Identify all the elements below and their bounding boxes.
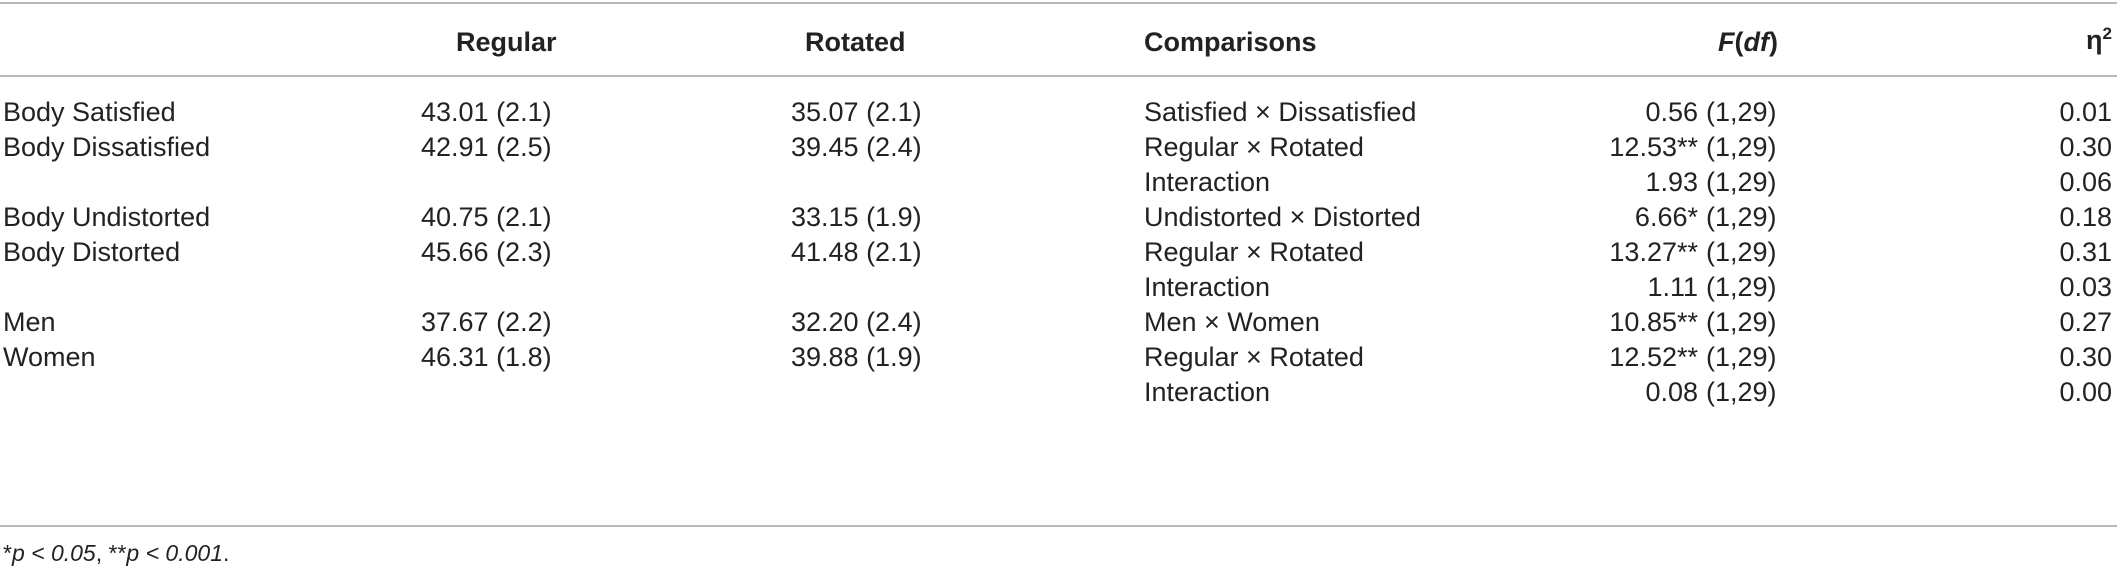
regular-value: 46.31 (1.8) (421, 342, 552, 372)
comparison-label: Regular × Rotated (1144, 237, 1364, 267)
eta-value: 0.27 (2059, 307, 2112, 337)
df-value: (1,29) (1706, 272, 1777, 302)
significance-stars: ** (1676, 342, 1698, 372)
comparison-label: Interaction (1144, 272, 1271, 302)
f-value: 1.11 (1560, 271, 1698, 303)
eta-value: 0.31 (2059, 237, 2112, 267)
df-value: (1,29) (1706, 237, 1777, 267)
footnote-p2: p < 0.001 (126, 540, 223, 566)
f-value: 1.93 (1560, 166, 1698, 198)
header-regular: Regular (456, 27, 557, 57)
comparison-label: Regular × Rotated (1144, 342, 1364, 372)
significance-stars: * (1687, 202, 1698, 232)
row-label: Body Distorted (3, 237, 181, 267)
comparison-label: Men × Women (1144, 307, 1320, 337)
footnote-sep: , (95, 540, 109, 566)
footnote-p1: p < 0.05 (11, 540, 96, 566)
table-top-rule (0, 2, 2117, 4)
row-label: Body Dissatisfied (3, 132, 211, 162)
header-rotated: Rotated (805, 27, 906, 57)
f-number: 6.66 (1634, 202, 1688, 232)
f-value: 0.08 (1560, 376, 1698, 408)
rotated-value: 39.88 (1.9) (791, 342, 922, 372)
rotated-value: 33.15 (1.9) (791, 202, 922, 232)
df-value: (1,29) (1706, 202, 1777, 232)
regular-value: 43.01 (2.1) (421, 97, 552, 127)
significance-stars: ** (1676, 132, 1698, 162)
f-value: 10.85** (1560, 306, 1698, 338)
eta-value: 0.30 (2059, 132, 2112, 162)
rotated-value: 39.45 (2.4) (791, 132, 922, 162)
header-f-df: F(df) (1718, 27, 1778, 57)
f-number: 10.85 (1609, 307, 1677, 337)
eta-value: 0.06 (2059, 167, 2112, 197)
df-value: (1,29) (1706, 307, 1777, 337)
regular-value: 40.75 (2.1) (421, 202, 552, 232)
significance-stars: ** (1676, 237, 1698, 267)
f-value: 13.27** (1560, 236, 1698, 268)
header-comparisons: Comparisons (1144, 27, 1317, 57)
row-label: Women (3, 342, 96, 372)
f-number: 12.52 (1609, 342, 1677, 372)
comparison-label: Interaction (1144, 167, 1271, 197)
footnote-end: . (222, 540, 230, 566)
f-value: 12.52** (1560, 341, 1698, 373)
header-eta-symbol: η (2086, 25, 2103, 55)
eta-value: 0.18 (2059, 202, 2112, 232)
significance-stars: ** (1676, 307, 1698, 337)
rotated-value: 32.20 (2.4) (791, 307, 922, 337)
comparison-label: Undistorted × Distorted (1144, 202, 1421, 232)
comparison-label: Interaction (1144, 377, 1271, 407)
row-label: Body Satisfied (3, 97, 176, 127)
df-value: (1,29) (1706, 377, 1777, 407)
eta-value: 0.01 (2059, 97, 2112, 127)
regular-value: 45.66 (2.3) (421, 237, 552, 267)
rotated-value: 35.07 (2.1) (791, 97, 922, 127)
header-bottom-rule (0, 75, 2117, 77)
df-value: (1,29) (1706, 167, 1777, 197)
f-number: 0.56 (1645, 97, 1698, 127)
eta-value: 0.30 (2059, 342, 2112, 372)
eta-value: 0.00 (2059, 377, 2112, 407)
f-number: 1.93 (1645, 167, 1698, 197)
df-value: (1,29) (1706, 132, 1777, 162)
regular-value: 42.91 (2.5) (421, 132, 552, 162)
f-number: 13.27 (1609, 237, 1677, 267)
df-value: (1,29) (1706, 97, 1777, 127)
rotated-value: 41.48 (2.1) (791, 237, 922, 267)
f-number: 12.53 (1609, 132, 1677, 162)
eta-value: 0.03 (2059, 272, 2112, 302)
f-value: 12.53** (1560, 131, 1698, 163)
table-bottom-rule (0, 525, 2117, 527)
df-value: (1,29) (1706, 342, 1777, 372)
header-eta: η2 (2040, 24, 2112, 56)
table-footnote: *p < 0.05, **p < 0.001. (3, 539, 229, 567)
f-number: 0.08 (1645, 377, 1698, 407)
header-df: df (1743, 27, 1769, 57)
f-value: 0.56 (1560, 96, 1698, 128)
footnote-star1: * (3, 540, 12, 566)
row-label: Body Undistorted (3, 202, 211, 232)
f-number: 1.11 (1647, 272, 1698, 302)
comparison-label: Satisfied × Dissatisfied (1144, 97, 1417, 127)
footnote-star2: ** (108, 540, 127, 566)
comparison-label: Regular × Rotated (1144, 132, 1364, 162)
header-f: F (1718, 27, 1735, 57)
f-value: 6.66* (1560, 201, 1698, 233)
regular-value: 37.67 (2.2) (421, 307, 552, 337)
row-label: Men (3, 307, 56, 337)
header-eta-sup: 2 (2102, 24, 2112, 43)
